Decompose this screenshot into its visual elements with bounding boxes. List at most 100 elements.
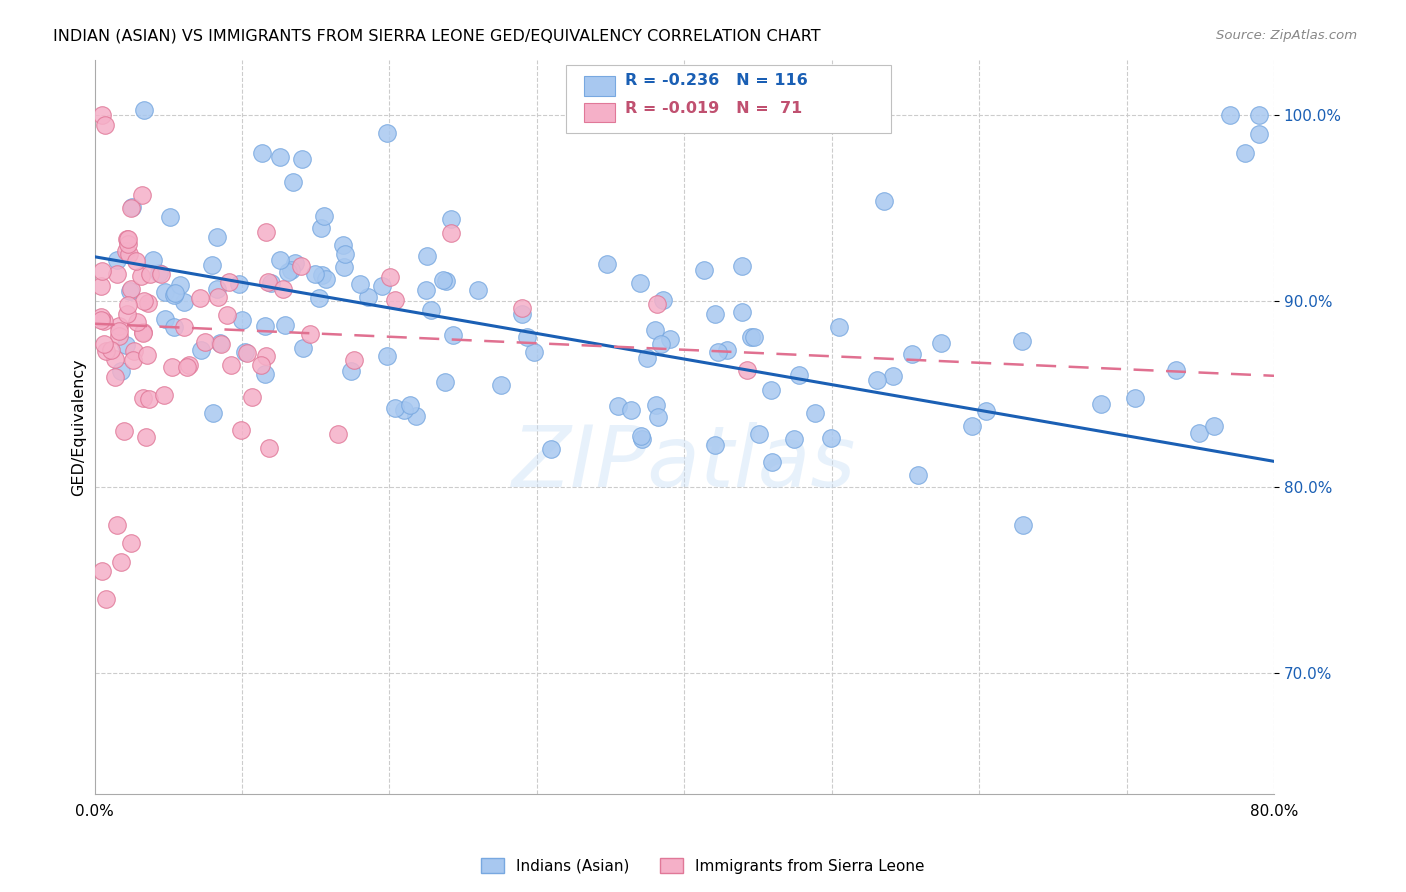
Point xyxy=(416,249,439,263)
Point xyxy=(1188,426,1211,441)
Point xyxy=(117,246,139,260)
Point xyxy=(706,344,728,359)
Point xyxy=(112,424,135,438)
Point xyxy=(1123,391,1146,405)
Point xyxy=(110,555,132,569)
Point xyxy=(236,346,259,360)
Point xyxy=(94,344,117,359)
Point xyxy=(1249,108,1271,122)
Point xyxy=(415,283,437,297)
Point xyxy=(340,364,363,378)
Point xyxy=(257,441,280,455)
Point xyxy=(271,282,294,296)
Point xyxy=(787,368,810,382)
Point xyxy=(283,175,305,189)
Point xyxy=(280,262,302,277)
Point xyxy=(1164,363,1187,377)
Point xyxy=(117,307,139,321)
Point xyxy=(90,310,112,324)
Point xyxy=(309,220,332,235)
Point xyxy=(163,286,186,301)
Point xyxy=(349,277,371,292)
Point xyxy=(434,375,457,389)
Point xyxy=(434,274,457,288)
Point xyxy=(148,266,170,280)
Point xyxy=(523,344,546,359)
Point xyxy=(163,287,186,301)
Point xyxy=(630,428,652,442)
Point xyxy=(115,232,138,246)
Point xyxy=(731,304,754,318)
Text: ZIPatlas: ZIPatlas xyxy=(512,422,856,505)
Point xyxy=(308,291,330,305)
Point xyxy=(291,152,314,166)
Point xyxy=(209,337,232,351)
Point xyxy=(108,329,131,343)
Point xyxy=(233,344,256,359)
Point xyxy=(188,291,211,305)
Point xyxy=(420,303,443,318)
Point xyxy=(315,271,337,285)
Point xyxy=(136,296,159,310)
Point xyxy=(107,267,129,281)
Point xyxy=(153,388,176,402)
Point xyxy=(828,320,851,334)
Point xyxy=(277,265,299,279)
Point xyxy=(120,282,142,296)
Point xyxy=(290,259,312,273)
Point xyxy=(735,363,758,377)
Point xyxy=(207,290,229,304)
Point xyxy=(1249,127,1271,141)
Point xyxy=(650,337,672,351)
Point xyxy=(748,427,770,442)
Point xyxy=(333,246,356,260)
Point xyxy=(628,277,651,291)
Point xyxy=(127,315,149,329)
Point xyxy=(269,252,291,267)
Point xyxy=(228,277,250,291)
Point xyxy=(194,334,217,349)
Point xyxy=(231,423,253,437)
Point xyxy=(254,319,277,334)
Point xyxy=(716,343,738,358)
Point xyxy=(1219,108,1241,122)
Point xyxy=(250,359,273,373)
Point xyxy=(254,349,277,363)
Point xyxy=(440,212,463,227)
Point xyxy=(378,270,401,285)
Point xyxy=(190,343,212,358)
Point xyxy=(645,398,668,412)
Point xyxy=(124,344,146,359)
Point xyxy=(208,336,231,351)
Point xyxy=(304,267,326,281)
Point xyxy=(510,301,533,316)
Text: R = -0.236   N = 116: R = -0.236 N = 116 xyxy=(626,72,808,87)
Point xyxy=(901,347,924,361)
Point xyxy=(314,209,336,223)
Point xyxy=(803,406,825,420)
Point xyxy=(105,517,128,532)
Point xyxy=(91,564,114,578)
Point xyxy=(117,237,139,252)
Point xyxy=(169,278,191,293)
Point xyxy=(132,103,155,118)
Point xyxy=(328,427,350,442)
Point xyxy=(510,308,533,322)
Point xyxy=(273,318,295,333)
Text: Source: ZipAtlas.com: Source: ZipAtlas.com xyxy=(1216,29,1357,42)
Point xyxy=(960,419,983,434)
Point xyxy=(124,253,146,268)
Point xyxy=(405,409,427,423)
Point xyxy=(132,294,155,309)
Point xyxy=(439,226,461,240)
Point xyxy=(93,314,115,328)
Point xyxy=(153,285,176,299)
Point xyxy=(647,410,669,425)
Point xyxy=(651,293,673,307)
Point xyxy=(658,332,681,346)
Point xyxy=(250,145,273,160)
Point xyxy=(1202,418,1225,433)
Point xyxy=(107,318,129,333)
Point xyxy=(231,312,253,326)
Point xyxy=(91,108,114,122)
